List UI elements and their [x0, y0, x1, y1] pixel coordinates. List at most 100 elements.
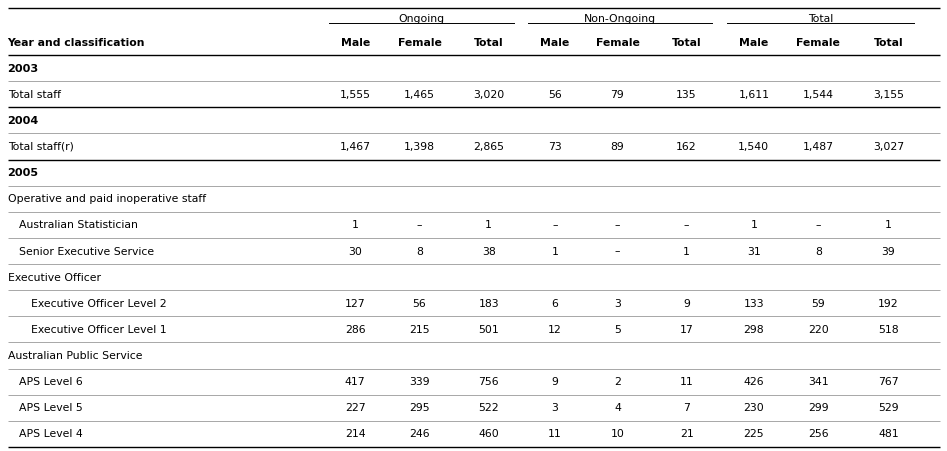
Text: –: – [615, 247, 620, 257]
Text: 246: 246 [409, 429, 430, 439]
Text: 1,487: 1,487 [803, 142, 833, 152]
Text: Total staff: Total staff [8, 90, 61, 100]
Text: 1: 1 [551, 247, 559, 257]
Text: 1,611: 1,611 [739, 90, 769, 100]
Text: 417: 417 [345, 377, 366, 387]
Text: 21: 21 [680, 429, 693, 439]
Text: 1,465: 1,465 [404, 90, 435, 100]
Text: 756: 756 [478, 377, 499, 387]
Text: 215: 215 [409, 325, 430, 335]
Text: 7: 7 [683, 403, 690, 413]
Text: 3,020: 3,020 [474, 90, 504, 100]
Text: 9: 9 [683, 299, 690, 309]
Text: 214: 214 [345, 429, 366, 439]
Text: 3: 3 [614, 299, 621, 309]
Text: 38: 38 [482, 247, 495, 257]
Text: 460: 460 [478, 429, 499, 439]
Text: 220: 220 [808, 325, 829, 335]
Text: 339: 339 [409, 377, 430, 387]
Text: 529: 529 [878, 403, 899, 413]
Text: –: – [815, 221, 821, 230]
Text: Total: Total [808, 14, 833, 24]
Text: 1,467: 1,467 [340, 142, 370, 152]
Text: 767: 767 [878, 377, 899, 387]
Text: Operative and paid inoperative staff: Operative and paid inoperative staff [8, 194, 205, 204]
Text: 10: 10 [611, 429, 624, 439]
Text: 298: 298 [743, 325, 764, 335]
Text: 341: 341 [808, 377, 829, 387]
Text: Female: Female [596, 38, 639, 48]
Text: 59: 59 [812, 299, 825, 309]
Text: 11: 11 [548, 429, 562, 439]
Text: 1: 1 [683, 247, 690, 257]
Text: 1: 1 [750, 221, 758, 230]
Text: 133: 133 [743, 299, 764, 309]
Text: Year and classification: Year and classification [8, 38, 145, 48]
Text: APS Level 5: APS Level 5 [19, 403, 82, 413]
Text: 56: 56 [548, 90, 562, 100]
Text: 286: 286 [345, 325, 366, 335]
Text: –: – [417, 221, 422, 230]
Text: Non-Ongoing: Non-Ongoing [584, 14, 656, 24]
Text: 8: 8 [416, 247, 423, 257]
Text: Executive Officer Level 2: Executive Officer Level 2 [31, 299, 167, 309]
Text: 3: 3 [551, 403, 559, 413]
Text: 8: 8 [814, 247, 822, 257]
Text: –: – [615, 221, 620, 230]
Text: 11: 11 [680, 377, 693, 387]
Text: 192: 192 [878, 299, 899, 309]
Text: Female: Female [796, 38, 840, 48]
Text: Total: Total [873, 38, 903, 48]
Text: 426: 426 [743, 377, 764, 387]
Text: 522: 522 [478, 403, 499, 413]
Text: 1: 1 [884, 221, 892, 230]
Text: 1,540: 1,540 [739, 142, 769, 152]
Text: 3,155: 3,155 [873, 90, 903, 100]
Text: 12: 12 [548, 325, 562, 335]
Text: 295: 295 [409, 403, 430, 413]
Text: 1,398: 1,398 [404, 142, 435, 152]
Text: Male: Male [341, 38, 369, 48]
Text: APS Level 6: APS Level 6 [19, 377, 82, 387]
Text: 230: 230 [743, 403, 764, 413]
Text: 2004: 2004 [8, 116, 39, 126]
Text: 73: 73 [548, 142, 562, 152]
Text: 1: 1 [485, 221, 492, 230]
Text: 5: 5 [614, 325, 621, 335]
Text: 227: 227 [345, 403, 366, 413]
Text: Male: Male [541, 38, 569, 48]
Text: 39: 39 [882, 247, 895, 257]
Text: Female: Female [398, 38, 441, 48]
Text: 2: 2 [614, 377, 621, 387]
Text: 2,865: 2,865 [474, 142, 504, 152]
Text: 1,555: 1,555 [340, 90, 370, 100]
Text: 31: 31 [747, 247, 760, 257]
Text: 89: 89 [611, 142, 624, 152]
Text: 30: 30 [348, 247, 362, 257]
Text: 1: 1 [351, 221, 359, 230]
Text: Ongoing: Ongoing [399, 14, 444, 24]
Text: 501: 501 [478, 325, 499, 335]
Text: 1,544: 1,544 [803, 90, 833, 100]
Text: Executive Officer: Executive Officer [8, 273, 100, 283]
Text: 2003: 2003 [8, 64, 39, 74]
Text: 56: 56 [413, 299, 426, 309]
Text: –: – [684, 221, 689, 230]
Text: APS Level 4: APS Level 4 [19, 429, 82, 439]
Text: Total: Total [671, 38, 702, 48]
Text: Senior Executive Service: Senior Executive Service [19, 247, 154, 257]
Text: 6: 6 [551, 299, 559, 309]
Text: Male: Male [740, 38, 768, 48]
Text: 17: 17 [680, 325, 693, 335]
Text: 183: 183 [478, 299, 499, 309]
Text: 518: 518 [878, 325, 899, 335]
Text: 9: 9 [551, 377, 559, 387]
Text: 4: 4 [614, 403, 621, 413]
Text: 3,027: 3,027 [873, 142, 903, 152]
Text: 127: 127 [345, 299, 366, 309]
Text: 2005: 2005 [8, 168, 39, 178]
Text: Total: Total [474, 38, 504, 48]
Text: Australian Public Service: Australian Public Service [8, 351, 142, 361]
Text: 299: 299 [808, 403, 829, 413]
Text: –: – [552, 221, 558, 230]
